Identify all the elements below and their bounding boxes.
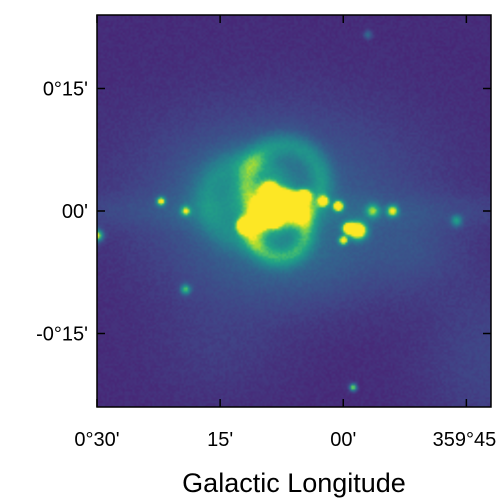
y-tick-label: 00' <box>62 201 88 223</box>
y-tick-label: -0°15' <box>36 324 88 346</box>
x-tick-label: 15' <box>207 429 233 451</box>
heatmap-plot <box>96 14 492 408</box>
x-tick-label: 00' <box>330 429 356 451</box>
x-axis: 0°30' 15' 00' 359°45' <box>74 15 497 451</box>
x-tick-label: 0°30' <box>74 429 119 451</box>
x-axis-title: Galactic Longitude <box>182 468 406 498</box>
y-axis: 0°15' 00' -0°15' <box>36 79 491 346</box>
x-tick-label: 359°45' <box>433 429 497 451</box>
heatmap-image <box>97 15 491 407</box>
y-tick-label: 0°15' <box>43 79 88 101</box>
